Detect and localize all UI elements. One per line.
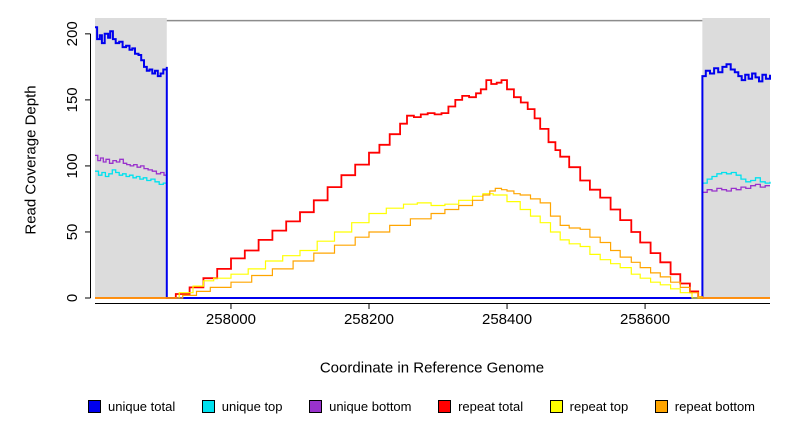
y-axis-tick-label: 100 xyxy=(64,153,81,178)
x-axis-tick-label: 258200 xyxy=(344,311,394,328)
legend-item-unique-top: unique top xyxy=(201,398,283,414)
legend-item-repeat-top: repeat top xyxy=(549,398,629,414)
legend-swatch xyxy=(654,399,668,413)
legend-item-repeat-total: repeat total xyxy=(438,399,523,414)
legend-label: unique total xyxy=(108,398,176,414)
legend-label: unique bottom xyxy=(329,398,412,414)
legend-swatch xyxy=(438,399,452,413)
x-axis-tick-label: 258400 xyxy=(482,311,532,328)
legend-label: unique top xyxy=(221,398,283,414)
series-line-unique-bottom xyxy=(95,154,770,299)
shaded-region-0 xyxy=(95,18,167,298)
legend-item-repeat-bottom: repeat bottom xyxy=(654,398,755,414)
legend-swatch xyxy=(549,399,563,413)
y-axis-title: Read Coverage Depth xyxy=(22,85,40,235)
series-line-unique-total xyxy=(95,26,771,299)
legend-label: repeat bottom xyxy=(674,398,755,414)
legend: unique total unique top unique bottom repea… xyxy=(88,395,755,417)
y-axis-tick-label: 150 xyxy=(64,87,81,112)
legend-label: repeat total xyxy=(458,398,524,414)
series-line-repeat-total xyxy=(95,79,770,299)
legend-label: repeat top xyxy=(569,398,629,414)
x-axis-tick-label: 258600 xyxy=(620,311,670,328)
y-axis-tick-label: 200 xyxy=(64,21,81,46)
series-line-repeat-top xyxy=(95,193,770,299)
x-axis-title: Coordinate in Reference Genome xyxy=(319,359,545,377)
legend-swatch xyxy=(309,399,323,413)
series-line-repeat-bottom xyxy=(95,187,770,299)
y-axis-tick-label: 50 xyxy=(64,224,81,241)
legend-item-unique-total: unique total xyxy=(88,399,175,414)
y-axis-tick-label: 0 xyxy=(64,294,81,302)
x-axis-tick-label: 258000 xyxy=(206,311,256,328)
legend-item-unique-bottom: unique bottom xyxy=(309,398,412,414)
legend-swatch xyxy=(88,399,101,413)
series-line-unique-top xyxy=(95,169,771,299)
legend-swatch xyxy=(201,399,215,413)
shaded-region-1 xyxy=(702,18,770,298)
